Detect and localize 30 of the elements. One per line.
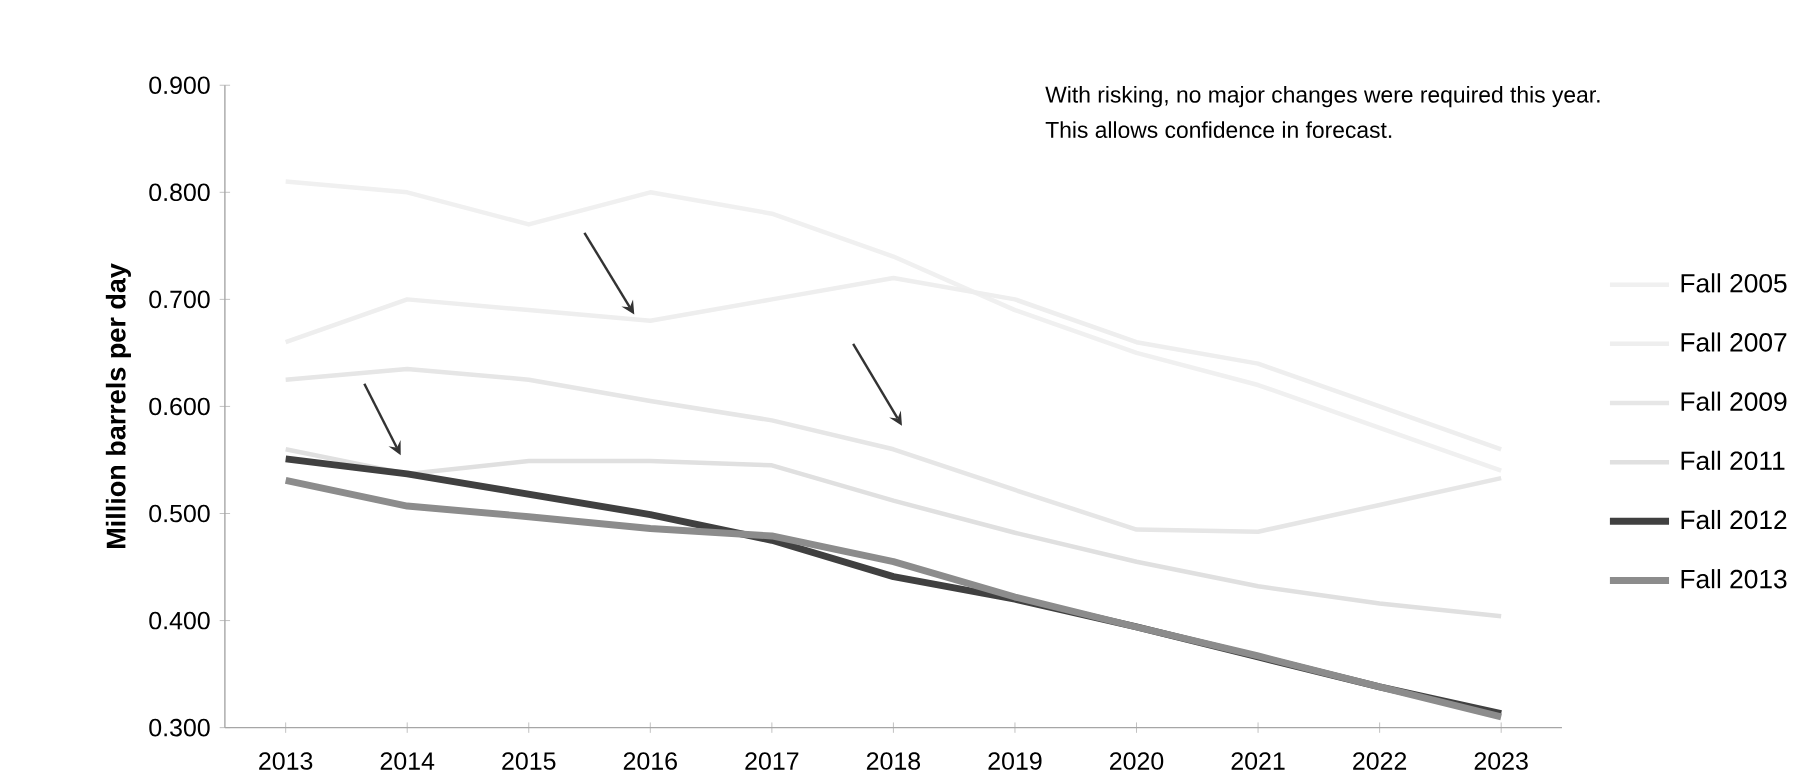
x-tick-label: 2017: [745, 752, 799, 770]
legend-label: Fall 2009: [1681, 391, 1787, 411]
legend-label: Fall 2012: [1681, 509, 1787, 530]
legend-label: Fall 2013: [1681, 569, 1787, 589]
annotation: This allows confidence in forecast.: [1045, 121, 1392, 138]
x-tick-label: 2015: [502, 752, 556, 770]
legend-label: Fall 2011: [1681, 450, 1785, 470]
x-tick-label: 2023: [1474, 752, 1528, 770]
line-series: [283, 179, 1504, 473]
legend-label: Fall 2007: [1681, 332, 1787, 352]
line-series: [283, 366, 1504, 534]
y-tick-label: 0.900: [149, 76, 210, 94]
x-tick-label: 2020: [1110, 752, 1164, 770]
x-tick-label: 2018: [866, 752, 921, 770]
x-tick-label: 2019: [988, 752, 1042, 770]
y-tick-label: 0.300: [149, 718, 210, 737]
legend-label: Fall 2005: [1681, 273, 1787, 293]
y-axis-title: Million barrels per day: [105, 263, 131, 548]
y-tick-label: 0.600: [149, 397, 210, 416]
x-tick-label: 2016: [623, 752, 677, 770]
annotation: With risking, no major changes were required this year.: [1045, 85, 1600, 108]
y-tick-label: 0.800: [149, 183, 210, 202]
y-tick-label: 0.500: [149, 504, 210, 523]
y-tick-label: 0.400: [149, 611, 210, 630]
x-tick-label: 2014: [380, 752, 435, 770]
y-tick-label: 0.700: [149, 290, 210, 309]
x-tick-label: 2021: [1231, 752, 1285, 770]
line-series: [283, 446, 1504, 619]
x-tick-label: 2013: [259, 752, 313, 770]
x-tick-label: 2022: [1353, 752, 1407, 770]
